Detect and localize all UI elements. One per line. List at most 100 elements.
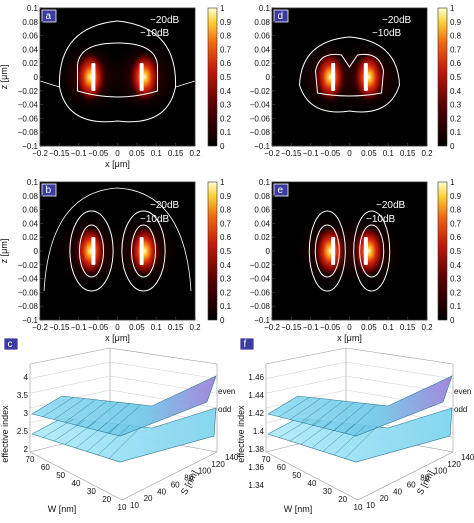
y-tick-label: −0.02 (250, 87, 271, 96)
contour-label-10db: −10dB (372, 28, 402, 39)
contour-label-10db: −10dB (366, 214, 396, 225)
y-tick-label: −0.08 (250, 128, 271, 137)
x-tick-label: −0.15 (49, 323, 70, 332)
field-hotspot (128, 225, 161, 277)
w-tick-label: 50 (56, 471, 65, 480)
z-tick-label: 1.36 (248, 463, 264, 472)
field-hotspot (74, 225, 107, 277)
s-axis-label: S [nm] (179, 469, 200, 497)
panel-label: a (46, 11, 52, 22)
x-tick-label: −0.1 (71, 323, 87, 332)
x-tick-label: −0.05 (320, 149, 341, 158)
y-tick-label: −0.02 (250, 261, 271, 270)
field-hotspot (314, 51, 347, 103)
colorbar-tick-label: 0.9 (220, 18, 232, 27)
y-tick-label: 0.02 (22, 59, 38, 68)
colorbar-tick-label: 0.9 (220, 192, 232, 201)
y-tick-label: 0.1 (27, 4, 39, 13)
mesh-line (300, 421, 332, 445)
w-axis-label: W [nm] (48, 504, 77, 514)
x-tick-label: 0.2 (189, 323, 201, 332)
contour-20db (308, 210, 346, 292)
colorbar-tick-label: 0.3 (450, 101, 462, 110)
x-tick-label: 0 (347, 323, 352, 332)
colorbar-tick-label: 0.5 (450, 247, 462, 256)
colorbar-tick-label: 0.1 (220, 302, 232, 311)
colorbar-tick-label: 0.1 (450, 302, 462, 311)
w-tick-label: 20 (338, 495, 347, 504)
colorbar-tick-label: 0.3 (220, 275, 232, 284)
mesh-line (97, 403, 130, 431)
s-tick-label: 120 (211, 460, 225, 469)
contour-label-10db: −10dB (140, 28, 170, 39)
z-tick-label: 1.46 (248, 373, 264, 382)
x-tick-label: 0.1 (383, 149, 395, 158)
colorbar-tick-label: 0.2 (220, 288, 232, 297)
x-tick-label: −0.15 (281, 323, 302, 332)
y-tick-label: −0.1 (22, 316, 38, 325)
colorbar-tick-label: 1 (220, 4, 225, 13)
z-tick-label: 1.42 (248, 409, 264, 418)
x-tick-label: −0.15 (281, 149, 302, 158)
s-tick-label: 40 (393, 487, 402, 496)
w-axis-label: W [nm] (284, 504, 313, 514)
colorbar-tick-label: 0.5 (450, 73, 462, 82)
s-tick-label: 100 (434, 467, 448, 476)
y-tick-label: 0.04 (22, 45, 38, 54)
x-axis-label: x [μm] (105, 159, 130, 169)
grid-line (29, 361, 111, 379)
panel-label: c (8, 339, 13, 350)
colorbar-tick-label: 0.4 (220, 261, 232, 270)
y-axis-label: z [μm] (0, 65, 9, 90)
s-tick-label: 80 (420, 474, 429, 483)
w-tick-label: 60 (41, 463, 50, 472)
x-tick-label: −0.05 (320, 323, 341, 332)
x-tick-label: −0.05 (88, 149, 109, 158)
contour-line (39, 80, 60, 88)
x-tick-label: −0.1 (303, 149, 319, 158)
y-tick-label: 0.06 (254, 32, 270, 41)
x-tick-label: 0.2 (421, 323, 433, 332)
mesh-line (53, 420, 85, 442)
mesh-line (300, 399, 332, 423)
axis-box-line (121, 451, 218, 501)
mesh-line (86, 402, 119, 428)
field-hotspot (128, 51, 161, 103)
x-tick-label: −0.1 (303, 323, 319, 332)
colorbar-tick-label: 0 (220, 142, 225, 151)
contour-label-20db: −20dB (150, 200, 180, 211)
x-tick-label: −0.2 (32, 323, 48, 332)
mesh-line (333, 425, 366, 456)
colorbar-tick-label: 0.4 (450, 261, 462, 270)
w-tick-label: 50 (292, 471, 301, 480)
w-tick-label: 40 (72, 479, 81, 488)
mesh-line (42, 397, 74, 417)
colorbar-tick-label: 0.7 (220, 45, 232, 54)
x-tick-label: 0.05 (361, 149, 377, 158)
y-tick-label: 0.08 (22, 18, 38, 27)
colorbar-tick-label: 0.6 (450, 59, 462, 68)
series-label-even: even (218, 387, 235, 396)
y-tick-label: −0.1 (254, 142, 270, 151)
contour-20db (121, 210, 166, 292)
colorbar-tick-label: 0.7 (450, 219, 462, 228)
waveguide-edge (91, 237, 96, 265)
colorbar-tick-label: 0.8 (450, 32, 462, 41)
s-tick-label: 20 (380, 494, 389, 503)
z-tick-label: 1.44 (248, 391, 264, 400)
y-tick-label: 0.1 (27, 178, 39, 187)
z-tick-label: 3.5 (17, 391, 29, 400)
z-tick-label: 2.5 (17, 427, 29, 436)
y-tick-label: −0.08 (18, 128, 39, 137)
mesh-line (53, 398, 85, 420)
s-tick-label: 10 (130, 501, 139, 510)
colorbar-tick-label: 1 (450, 4, 455, 13)
y-tick-label: 0.1 (259, 178, 271, 187)
surface-panel-c: even odd 4 3.5 3 2.5 2 effective index 70 60 50 40 3… (0, 337, 239, 514)
series-label-even: even (454, 387, 471, 396)
x-tick-label: 0 (115, 323, 120, 332)
contour-10db (131, 224, 156, 278)
axis-box-line (29, 451, 123, 501)
